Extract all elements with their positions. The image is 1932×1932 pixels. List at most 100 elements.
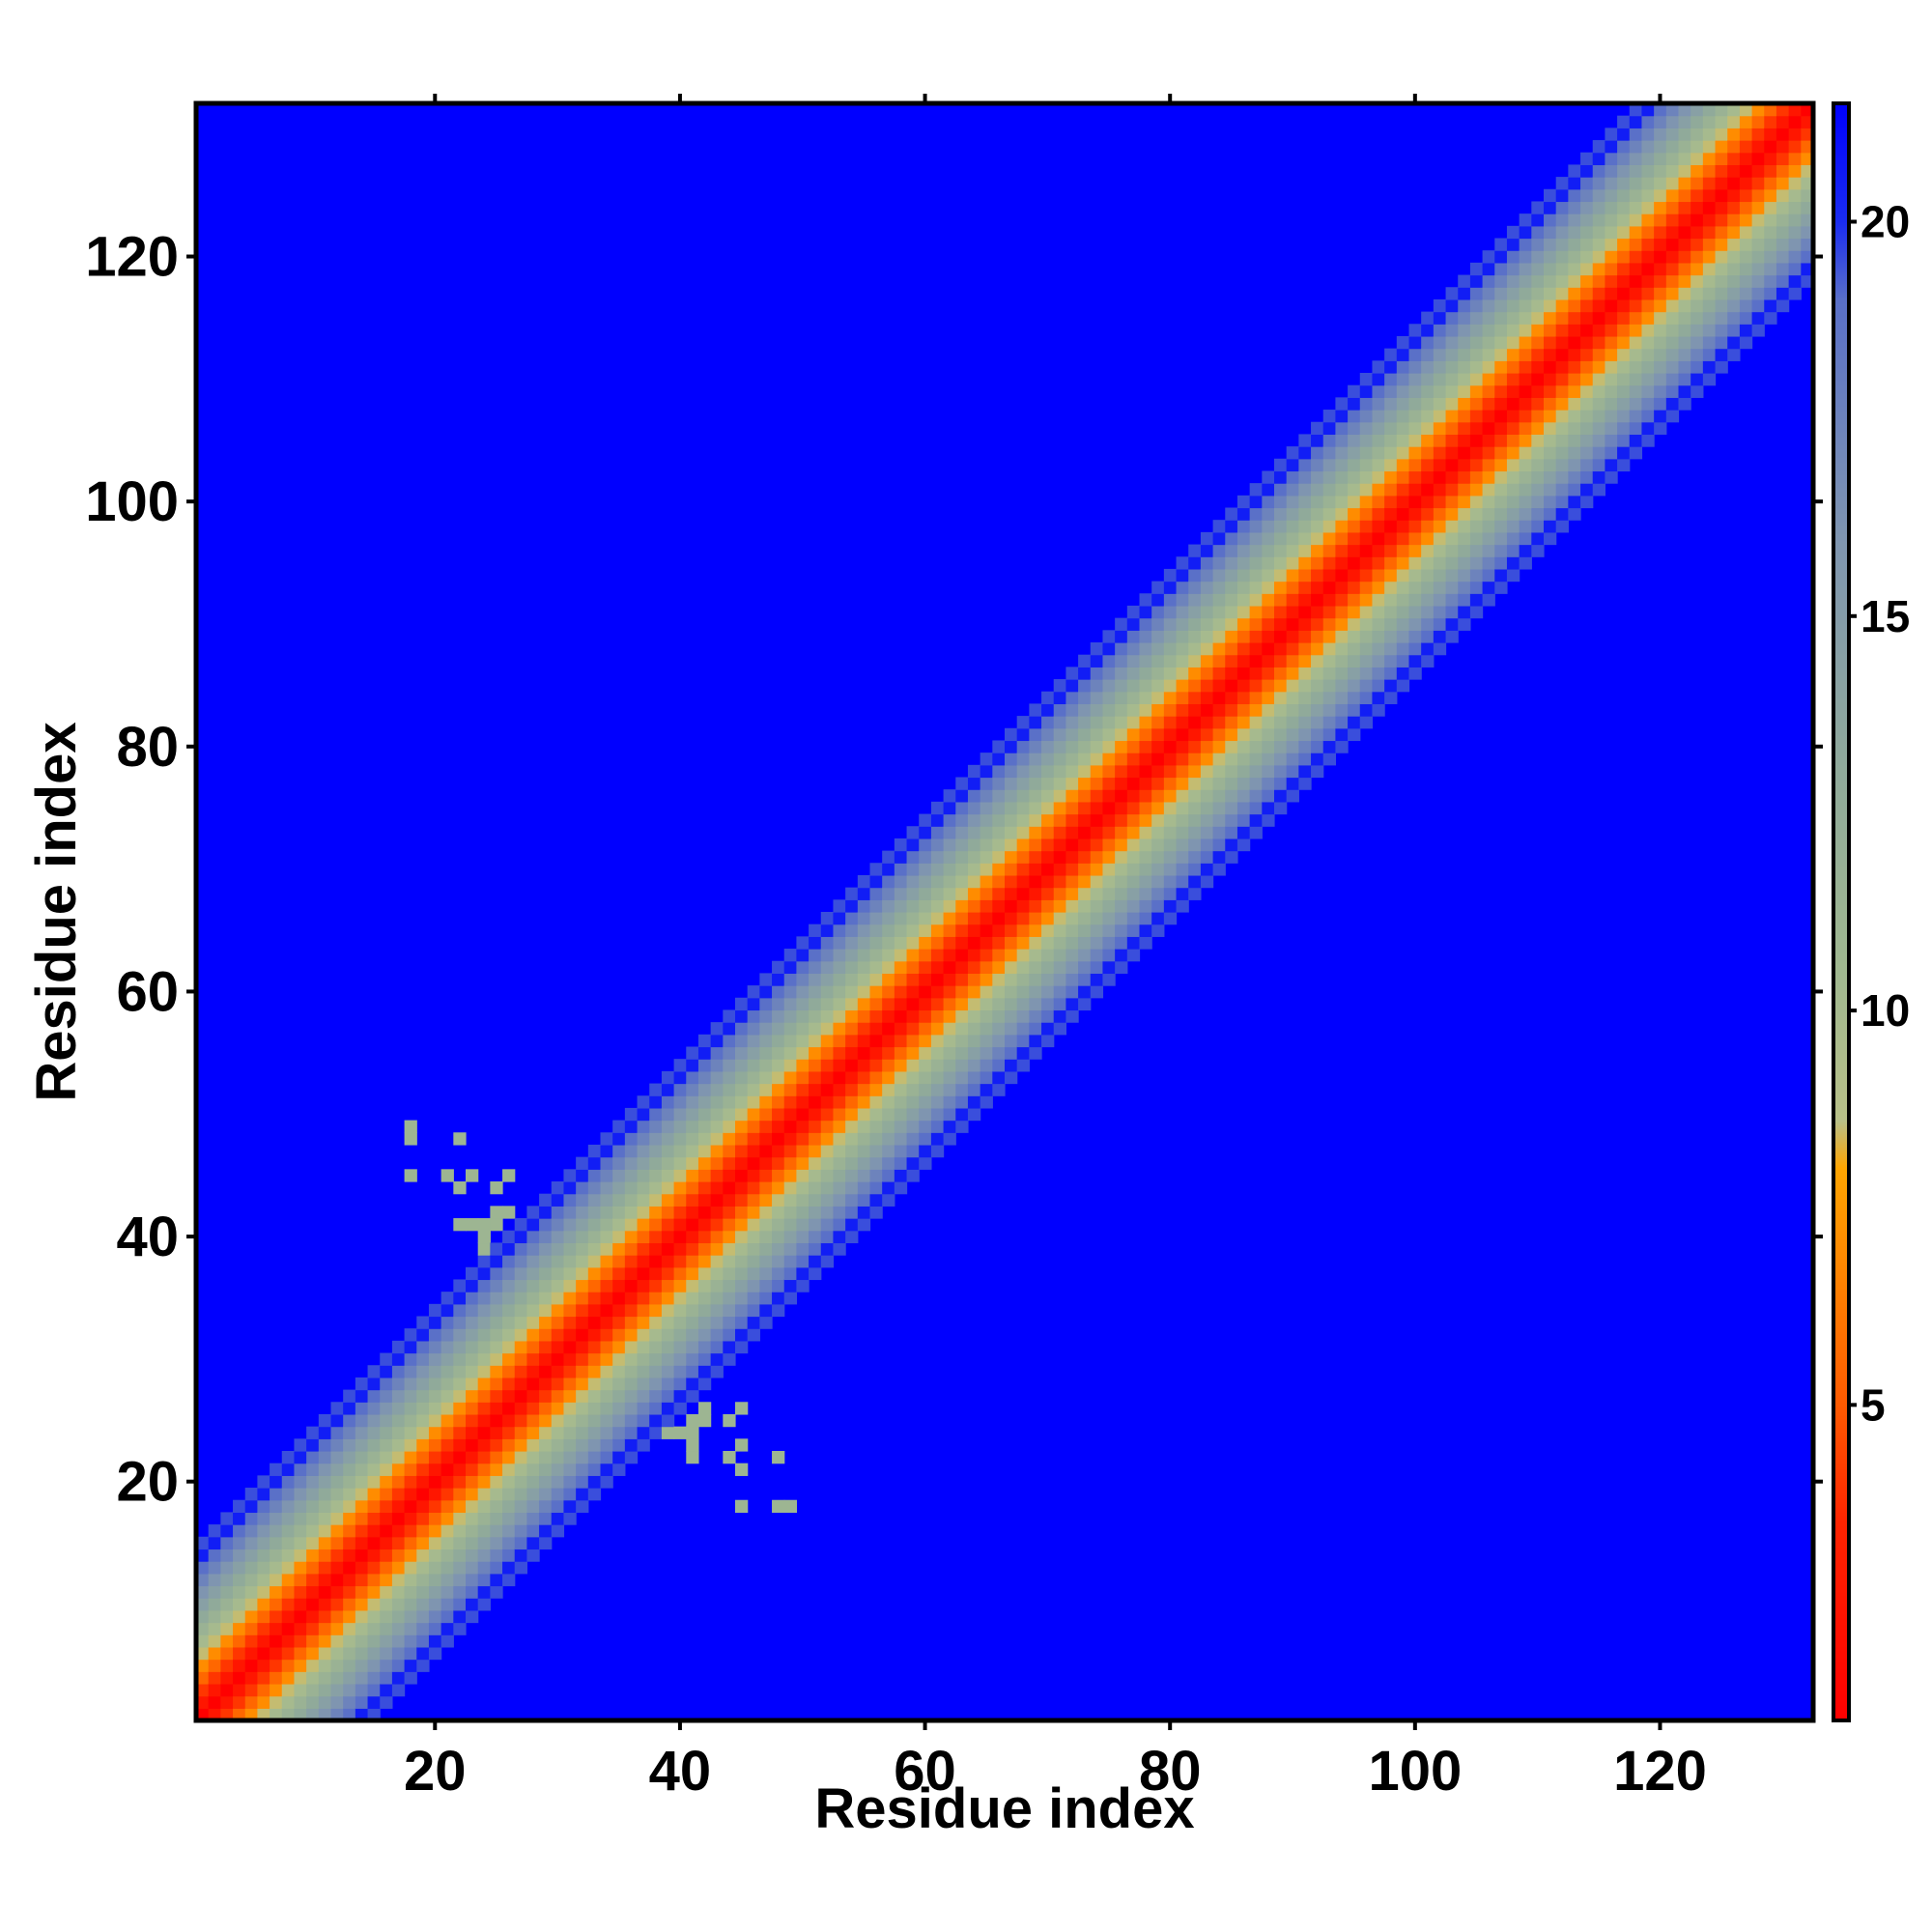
- heatmap-cell: [1274, 703, 1288, 717]
- heatmap-cell: [1629, 274, 1643, 288]
- heatmap-cell: [1801, 152, 1814, 166]
- heatmap-cell: [1286, 483, 1299, 497]
- heatmap-cell: [1801, 262, 1814, 276]
- heatmap-cell: [1776, 152, 1790, 166]
- heatmap-cell: [649, 1255, 663, 1268]
- heatmap-cell: [845, 973, 859, 986]
- heatmap-cell: [428, 1634, 442, 1648]
- heatmap-cell: [1139, 899, 1152, 913]
- heatmap-cell: [1249, 764, 1263, 779]
- heatmap-cell: [1249, 556, 1263, 570]
- heatmap-cell: [1555, 458, 1569, 472]
- heatmap-cell: [796, 1046, 810, 1060]
- heatmap-cell: [440, 1524, 454, 1538]
- heatmap-cell: [1482, 581, 1495, 594]
- heatmap-cell: [330, 1426, 344, 1439]
- heatmap-cell: [355, 1585, 369, 1599]
- heatmap-cell: [1311, 470, 1324, 484]
- heatmap-cell: [270, 1695, 283, 1709]
- heatmap-cell: [1678, 225, 1691, 240]
- heatmap-cell: [440, 1377, 454, 1391]
- heatmap-cell: [809, 1144, 822, 1158]
- heatmap-cell: [747, 1083, 760, 1096]
- heatmap-cell: [1188, 691, 1202, 705]
- heatmap-cell: [735, 1181, 749, 1195]
- heatmap-cell: [624, 1352, 639, 1366]
- heatmap-cell: [1335, 470, 1349, 484]
- heatmap-cell: [391, 1340, 406, 1354]
- heatmap-cell: [587, 1475, 602, 1489]
- heatmap-cell: [330, 1524, 344, 1538]
- heatmap-cell: [1225, 654, 1238, 668]
- heatmap-cell: [955, 1107, 969, 1122]
- heatmap-cell: [796, 1095, 810, 1109]
- heatmap-cell: [330, 1561, 344, 1575]
- heatmap-cell: [1605, 201, 1618, 214]
- heatmap-cell: [1016, 1034, 1030, 1048]
- heatmap-cell: [1506, 274, 1520, 288]
- heatmap-cell: [1188, 654, 1202, 668]
- heatmap-cell: [919, 863, 932, 876]
- heatmap-cell: [490, 1402, 503, 1415]
- heatmap-cell: [1751, 128, 1765, 141]
- heatmap-cell: [391, 1451, 406, 1464]
- heatmap-cell: [514, 1365, 528, 1378]
- heatmap-cell: [1678, 397, 1691, 411]
- heatmap-cell: [992, 912, 1006, 925]
- heatmap-cell: [1788, 188, 1802, 203]
- heatmap-cell: [1629, 140, 1643, 154]
- heatmap-cell: [894, 912, 908, 925]
- heatmap-cell: [1433, 605, 1447, 619]
- heatmap-cell: [1274, 507, 1288, 521]
- heatmap-cell: [1445, 520, 1459, 533]
- heatmap-cell: [490, 1438, 503, 1452]
- heatmap-cell: [563, 1218, 577, 1232]
- heatmap-cell: [257, 1499, 270, 1514]
- heatmap-cell: [697, 1206, 712, 1219]
- heatmap-cell: [1580, 470, 1594, 484]
- heatmap-cell: [1016, 850, 1030, 864]
- heatmap-cell: [673, 1156, 687, 1170]
- heatmap-cell: [514, 1340, 528, 1354]
- heatmap-cell: [466, 1463, 479, 1476]
- heatmap-cell: [1592, 152, 1606, 166]
- heatmap-cell: [1544, 360, 1557, 374]
- heatmap-cell: [1690, 287, 1704, 300]
- heatmap-cell: [343, 1622, 356, 1635]
- heatmap-cell: [1727, 164, 1741, 178]
- heatmap-cell: [1286, 727, 1299, 742]
- heatmap-cell: [1236, 703, 1251, 717]
- heatmap-cell: [1531, 311, 1545, 325]
- heatmap-cell: [343, 1463, 356, 1476]
- heatmap-cell: [563, 1451, 577, 1464]
- heatmap-cell: [1458, 483, 1471, 497]
- heatmap-cell: [1555, 520, 1569, 533]
- heatmap-cell: [1163, 581, 1178, 594]
- heatmap-cell: [1311, 667, 1324, 680]
- heatmap-cell: [943, 1132, 956, 1146]
- heatmap-cell: [1421, 384, 1435, 398]
- heatmap-cell: [686, 1181, 699, 1195]
- heatmap-cell: [355, 1426, 369, 1439]
- heatmap-cell: [1041, 936, 1055, 950]
- heatmap-cell: [220, 1695, 234, 1709]
- heatmap-cell: [1041, 753, 1055, 766]
- heatmap-cell: [428, 1451, 442, 1464]
- heatmap-cell: [1200, 727, 1214, 742]
- heatmap-cell: [391, 1561, 406, 1575]
- heatmap-cell: [612, 1352, 626, 1366]
- heatmap-cell: [759, 1242, 773, 1256]
- heatmap-cell: [1262, 605, 1275, 619]
- heatmap-cell: [955, 997, 969, 1011]
- heatmap-cell: [1005, 727, 1018, 742]
- heatmap-cell: [1544, 348, 1557, 361]
- heatmap-cell: [955, 936, 969, 950]
- heatmap-cell: [1262, 630, 1275, 643]
- heatmap-cell: [502, 1548, 516, 1562]
- heatmap-cell: [1236, 740, 1251, 753]
- heatmap-cell: [539, 1340, 553, 1354]
- heatmap-cell: [1102, 630, 1116, 643]
- heatmap-cell: [1544, 421, 1557, 436]
- heatmap-cell: [477, 1255, 491, 1268]
- heatmap-cell: [1335, 446, 1349, 460]
